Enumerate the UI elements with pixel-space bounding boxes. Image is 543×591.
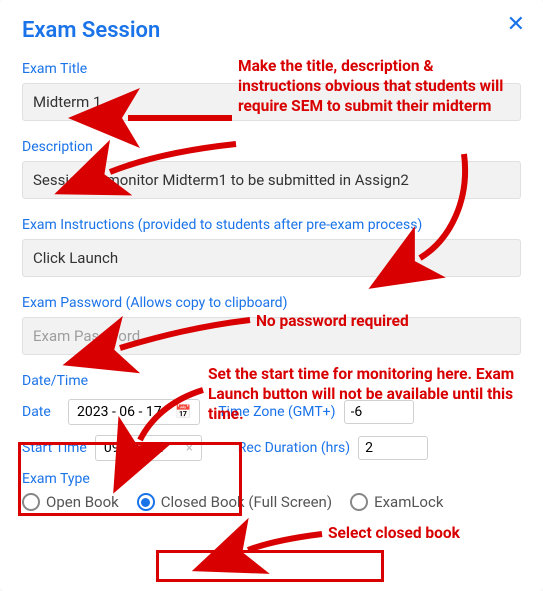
radio-examlock[interactable]: ExamLock bbox=[350, 493, 443, 511]
date-label: Date bbox=[22, 404, 60, 420]
password-label: Exam Password (Allows copy to clipboard) bbox=[22, 295, 521, 311]
password-input[interactable] bbox=[22, 317, 521, 355]
exam-session-form: ✕ Exam Session Exam Title Description Ex… bbox=[0, 0, 543, 591]
description-label: Description bbox=[22, 139, 521, 155]
examtype-label: Exam Type bbox=[22, 471, 521, 487]
date-input-wrap[interactable]: 📅 bbox=[68, 399, 200, 425]
anno-closed-book: Select closed book bbox=[328, 523, 460, 543]
timezone-input[interactable] bbox=[344, 400, 414, 424]
page-title: Exam Session bbox=[22, 18, 521, 43]
starttime-input[interactable] bbox=[104, 440, 180, 456]
datetime-label: Date/Time bbox=[22, 373, 521, 389]
radio-closed-book[interactable]: Closed Book (Full Screen) bbox=[137, 493, 332, 511]
exam-title-label: Exam Title bbox=[22, 61, 521, 77]
radio-label: Open Book bbox=[46, 493, 119, 511]
radio-icon bbox=[22, 493, 40, 511]
recduration-label: Rec Duration (hrs) bbox=[238, 440, 350, 456]
instructions-label: Exam Instructions (provided to students … bbox=[22, 217, 521, 233]
description-input[interactable] bbox=[22, 161, 521, 199]
radio-open-book[interactable]: Open Book bbox=[22, 493, 119, 511]
datetime-block: Date 📅 Time Zone (GMT+) Start Time × Rec… bbox=[22, 399, 521, 461]
instructions-input[interactable] bbox=[22, 239, 521, 277]
radio-label: Closed Book (Full Screen) bbox=[161, 493, 332, 511]
starttime-label: Start Time bbox=[22, 440, 87, 456]
redbox-closedbook bbox=[156, 550, 384, 582]
calendar-icon[interactable]: 📅 bbox=[175, 405, 191, 420]
recduration-input[interactable] bbox=[358, 436, 428, 460]
radio-icon-selected bbox=[137, 493, 155, 511]
close-icon[interactable]: ✕ bbox=[507, 14, 525, 36]
exam-title-input[interactable] bbox=[22, 83, 521, 121]
radio-label: ExamLock bbox=[374, 493, 443, 511]
timezone-label: Time Zone (GMT+) bbox=[218, 404, 335, 420]
examtype-radio-group: Open Book Closed Book (Full Screen) Exam… bbox=[22, 493, 521, 511]
date-input[interactable] bbox=[77, 404, 169, 420]
starttime-input-wrap[interactable]: × bbox=[95, 435, 202, 461]
radio-icon bbox=[350, 493, 368, 511]
clear-icon[interactable]: × bbox=[186, 441, 193, 456]
